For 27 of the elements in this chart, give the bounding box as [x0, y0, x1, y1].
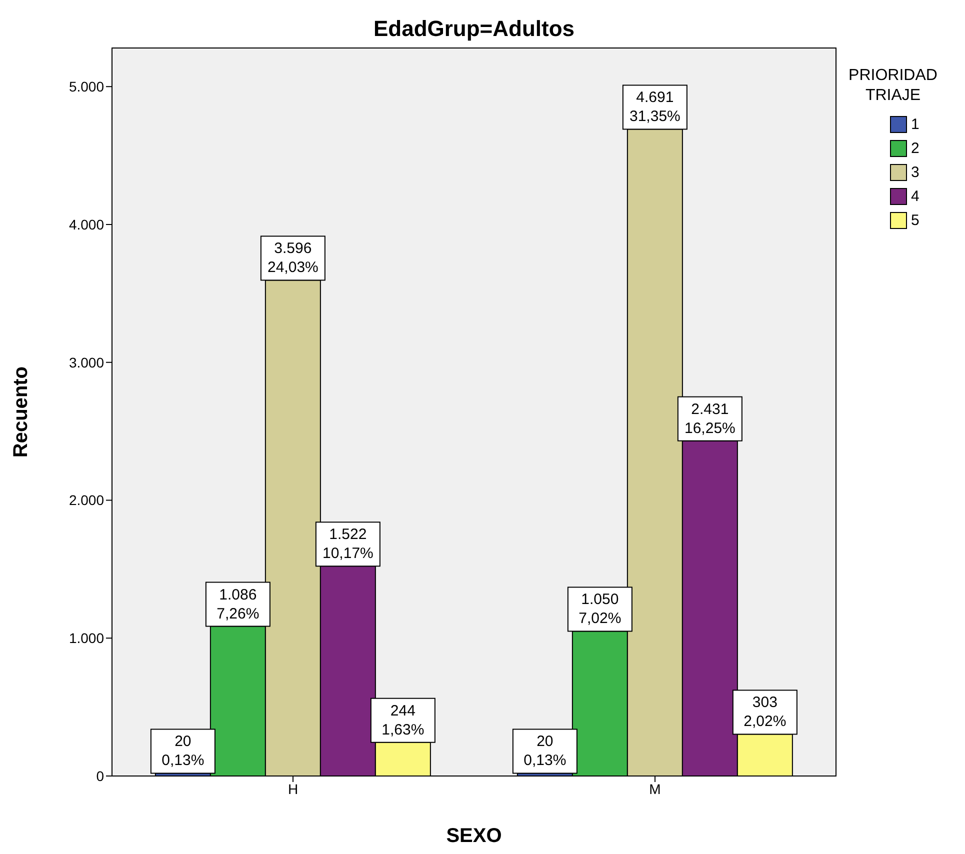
y-tick-label: 4.000: [68, 216, 104, 232]
legend-label: 4: [911, 188, 920, 204]
x-tick-label: H: [288, 780, 298, 797]
data-label: 2.431 16,25%: [684, 400, 736, 437]
y-tick-label: 3.000: [68, 354, 104, 370]
y-tick-label: 2.000: [68, 492, 104, 508]
legend-title: PRIORIDAD TRIAJE: [848, 66, 938, 106]
data-label: 3.596 24,03%: [268, 240, 318, 276]
legend-label: 1: [911, 116, 920, 132]
y-tick-label: 0: [96, 768, 104, 784]
chart-title: EdadGrup=Adultos: [372, 16, 576, 42]
y-tick-label: 5.000: [68, 78, 104, 95]
legend-label: 3: [911, 164, 920, 180]
x-axis-title: SEXO: [446, 825, 502, 847]
data-label: 244 1,63%: [382, 702, 424, 738]
data-label: 1.522 10,17%: [322, 526, 374, 562]
data-label: 1.086 7,26%: [216, 586, 260, 622]
data-label: 1.050 7,02%: [578, 591, 622, 628]
data-label: 20 0,13%: [162, 733, 204, 770]
legend-label: 2: [911, 140, 920, 156]
y-axis-title: Recuento: [10, 366, 32, 458]
x-tick-label: M: [649, 780, 661, 797]
data-label: 303 2,02%: [744, 694, 786, 730]
legend-label: 5: [911, 212, 920, 228]
data-label: 4.691 31,35%: [630, 89, 680, 126]
data-label: 20 0,13%: [524, 733, 566, 770]
y-tick-label: 1.000: [68, 630, 104, 646]
